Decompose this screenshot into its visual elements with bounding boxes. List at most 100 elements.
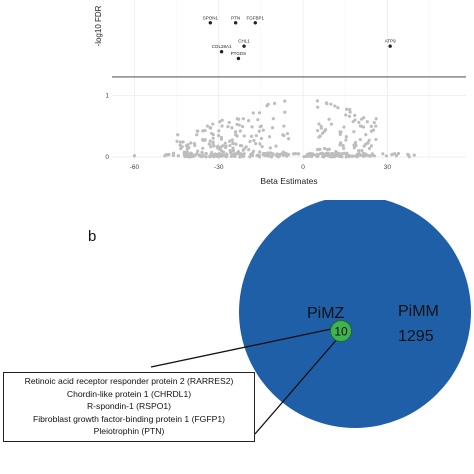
background-point xyxy=(167,152,171,157)
background-point xyxy=(250,125,254,129)
background-point xyxy=(209,154,213,158)
background-point xyxy=(297,152,301,156)
background-point xyxy=(182,150,186,154)
background-point xyxy=(372,120,376,125)
background-point xyxy=(257,129,261,133)
volcano-scatter-plot: SPON1 PTN FGFBP1 CHL1 COL28A1 PTGDS ATP9 -60 -3… xyxy=(94,0,466,186)
background-point xyxy=(357,151,361,155)
background-point xyxy=(163,154,167,158)
background-point xyxy=(333,104,337,108)
protein-item: Retinoic acid receptor responder protein… xyxy=(24,376,234,386)
pimm-label: PiMM xyxy=(398,303,439,320)
background-point xyxy=(237,117,241,121)
x-axis-label: Beta Estimates xyxy=(260,176,317,186)
background-point xyxy=(342,146,346,150)
point-label: CHL1 xyxy=(238,39,250,44)
background-point xyxy=(327,147,331,151)
background-point xyxy=(248,139,252,144)
background-point xyxy=(319,126,323,130)
background-point xyxy=(203,128,207,133)
background-point xyxy=(374,124,378,128)
background-point xyxy=(358,137,362,142)
background-point xyxy=(268,151,272,155)
background-point xyxy=(351,120,355,124)
background-point xyxy=(281,150,285,154)
background-point xyxy=(350,154,354,158)
background-point xyxy=(353,113,357,117)
background-point xyxy=(331,155,336,159)
background-point xyxy=(329,102,333,106)
background-point xyxy=(223,141,227,145)
connector-line-top xyxy=(150,327,337,368)
background-point xyxy=(234,142,238,146)
background-point xyxy=(272,101,277,105)
background-point xyxy=(218,120,222,124)
background-point xyxy=(200,151,204,155)
background-point xyxy=(220,118,224,122)
background-point xyxy=(204,152,208,156)
background-point xyxy=(374,117,378,121)
pimz-circle xyxy=(330,320,352,342)
background-points xyxy=(132,99,416,159)
background-point xyxy=(228,143,232,148)
background-point xyxy=(251,111,255,115)
background-point xyxy=(324,101,329,105)
background-point xyxy=(230,153,234,157)
background-point xyxy=(327,154,331,158)
background-point xyxy=(248,155,252,159)
background-point xyxy=(374,137,378,142)
background-point xyxy=(226,125,230,129)
plot-panel xyxy=(112,0,466,160)
background-point xyxy=(324,151,328,156)
background-point xyxy=(341,143,345,148)
background-point xyxy=(259,136,264,141)
background-point xyxy=(339,130,343,134)
background-point xyxy=(327,117,331,121)
background-point xyxy=(256,118,260,122)
background-point xyxy=(230,126,234,130)
background-point xyxy=(365,153,369,157)
background-point xyxy=(197,154,201,158)
background-point xyxy=(210,150,214,155)
background-point xyxy=(321,154,325,159)
background-point xyxy=(282,133,286,138)
background-point xyxy=(344,138,348,142)
background-point xyxy=(211,132,215,137)
point-label: PTN xyxy=(231,15,240,20)
background-point xyxy=(196,149,200,153)
background-point xyxy=(344,113,348,117)
background-point xyxy=(338,143,342,147)
background-point xyxy=(242,134,246,138)
background-point xyxy=(285,154,289,158)
background-point xyxy=(240,124,245,129)
background-point xyxy=(345,151,349,156)
background-point xyxy=(178,140,183,144)
background-point xyxy=(369,124,373,128)
background-point xyxy=(207,142,211,146)
background-point xyxy=(265,104,269,108)
background-point xyxy=(270,153,274,157)
background-point xyxy=(305,154,309,159)
protein-item: Chordin-like protein 1 (CHRDL1) xyxy=(66,388,192,399)
background-point xyxy=(347,155,351,159)
background-point xyxy=(247,148,251,152)
background-point xyxy=(347,114,352,118)
background-point xyxy=(342,151,346,155)
background-point xyxy=(258,142,262,146)
background-point xyxy=(283,99,287,103)
background-point xyxy=(315,99,320,103)
background-point xyxy=(211,136,215,140)
background-point xyxy=(211,140,215,144)
labeled-point xyxy=(242,44,246,48)
pimz-count: 10 xyxy=(334,325,348,339)
point-label: SPON1 xyxy=(203,15,219,20)
background-point xyxy=(357,120,361,124)
background-point xyxy=(241,148,245,152)
background-point xyxy=(257,111,262,115)
background-point xyxy=(203,138,207,142)
background-point xyxy=(352,130,356,134)
background-point xyxy=(282,124,286,128)
background-point xyxy=(258,150,262,154)
background-point xyxy=(352,143,356,147)
background-point xyxy=(364,133,368,137)
